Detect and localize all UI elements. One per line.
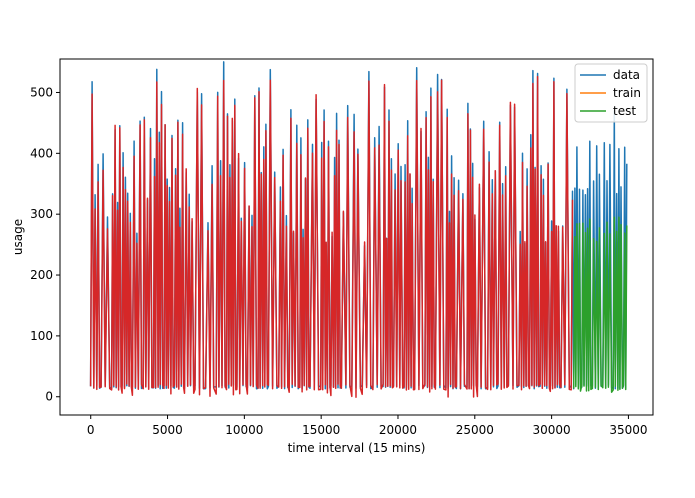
y-tick-label: 200 (30, 268, 53, 282)
plot-lines (89, 61, 628, 398)
x-tick-label: 15000 (302, 423, 340, 437)
x-axis-title: time interval (15 mins) (288, 441, 426, 455)
legend-box (574, 63, 648, 123)
series-line-test (572, 216, 628, 393)
legend-label-test: test (613, 104, 636, 118)
series-line-train-fit (89, 75, 574, 398)
x-tick-label: 0 (87, 423, 95, 437)
x-tick-label: 25000 (456, 423, 494, 437)
x-tick-label: 20000 (379, 423, 417, 437)
x-tick-label: 35000 (609, 423, 647, 437)
legend-label-train: train (613, 86, 641, 100)
y-axis-title: usage (11, 219, 25, 255)
x-tick-label: 10000 (225, 423, 263, 437)
plot-frame (59, 58, 654, 416)
x-tick-label: 30000 (533, 423, 571, 437)
legend-label-data: data (613, 68, 640, 82)
x-axis-ticks: 0 5000 10000 15000 20000 25000 30000 35000 (87, 415, 648, 437)
y-tick-label: 0 (45, 390, 53, 404)
y-tick-label: 300 (30, 207, 53, 221)
y-tick-label: 500 (30, 85, 53, 99)
y-axis-ticks: 0 100 200 300 400 500 (30, 85, 60, 404)
y-tick-label: 100 (30, 329, 53, 343)
legend: data train test (574, 63, 648, 123)
x-tick-label: 5000 (152, 423, 183, 437)
y-tick-label: 400 (30, 146, 53, 160)
